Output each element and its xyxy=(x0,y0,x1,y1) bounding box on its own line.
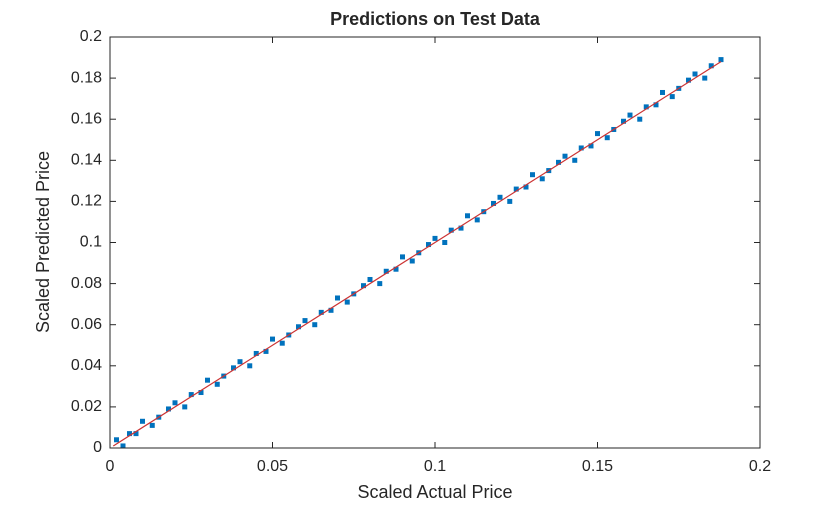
x-tick-label: 0.1 xyxy=(424,458,446,475)
scatter-point xyxy=(686,77,691,83)
scatter-point xyxy=(530,172,535,178)
scatter-point xyxy=(231,365,236,371)
scatter-point xyxy=(562,153,568,159)
scatter-point xyxy=(140,418,145,424)
scatter-point xyxy=(491,200,496,206)
scatter-point xyxy=(692,71,698,77)
y-tick-label: 0.18 xyxy=(71,69,102,86)
scatter-point xyxy=(318,309,324,315)
scatter-point xyxy=(442,240,448,245)
scatter-point xyxy=(621,118,626,124)
scatter-point xyxy=(361,283,366,289)
y-tick-label: 0.2 xyxy=(80,28,102,45)
y-tick-label: 0.02 xyxy=(71,398,102,415)
y-tick-label: 0 xyxy=(93,439,102,456)
scatter-point xyxy=(474,217,480,223)
x-tick-label: 0.05 xyxy=(257,458,288,475)
x-tick-label: 0 xyxy=(106,458,115,475)
scatter-point xyxy=(595,131,600,137)
scatter-point xyxy=(637,116,643,122)
scatter-point xyxy=(198,390,204,396)
y-axis-label: Scaled Predicted Price xyxy=(33,151,53,333)
scatter-point xyxy=(127,431,132,437)
scatter-point xyxy=(296,324,301,330)
y-tick-label: 0.04 xyxy=(71,357,102,374)
scatter-point xyxy=(432,235,438,241)
scatter-point xyxy=(279,340,285,346)
scatter-point xyxy=(708,63,714,69)
y-tick-label: 0.08 xyxy=(71,275,102,292)
axes-box xyxy=(109,36,761,449)
scatter-point xyxy=(426,242,431,248)
scatter-point xyxy=(263,348,269,354)
scatter-point xyxy=(578,145,584,151)
y-tick-label: 0.1 xyxy=(80,234,102,251)
scatter-point xyxy=(120,443,126,449)
scatter-point xyxy=(383,268,389,274)
scatter-point xyxy=(718,57,724,63)
scatter-point xyxy=(507,198,513,204)
scatter-point xyxy=(458,225,464,231)
x-axis-label: Scaled Actual Price xyxy=(357,482,512,502)
scatter-point xyxy=(172,400,178,406)
scatter-point xyxy=(539,176,545,182)
fit-line xyxy=(112,61,722,447)
scatter-point xyxy=(149,422,155,428)
scatter-point xyxy=(335,295,340,301)
scatter-point xyxy=(188,392,194,398)
y-tick-label: 0.16 xyxy=(71,110,102,127)
scatter-point xyxy=(166,406,171,412)
scatter-point xyxy=(702,75,708,81)
scatter-point xyxy=(214,381,220,387)
x-tick-label: 0.15 xyxy=(582,458,613,475)
scatter-point xyxy=(270,336,275,342)
scatter-point xyxy=(253,350,259,356)
scatter-point xyxy=(400,254,405,260)
scatter-point xyxy=(556,159,561,165)
scatter-point xyxy=(409,258,415,264)
scatter-point xyxy=(588,143,594,149)
scatter-point xyxy=(465,213,470,219)
scatter-point xyxy=(643,104,649,110)
scatter-point xyxy=(660,89,665,95)
x-tick-label: 0.2 xyxy=(749,458,771,475)
scatter-point xyxy=(377,281,383,287)
scatter-point xyxy=(328,307,334,313)
y-tick-label: 0.12 xyxy=(71,193,102,210)
scatter-point xyxy=(205,377,210,383)
scatter-point xyxy=(572,157,578,163)
scatter-point xyxy=(114,437,119,443)
scatter-point xyxy=(523,184,529,190)
y-tick-label: 0.06 xyxy=(71,316,102,333)
y-tick-label: 0.14 xyxy=(71,152,102,169)
scatter-point xyxy=(627,112,633,118)
chart-title: Predictions on Test Data xyxy=(330,9,541,29)
scatter-point xyxy=(513,186,519,192)
scatter-point xyxy=(669,94,675,100)
scatter-point xyxy=(448,227,454,233)
scatter-point xyxy=(497,194,503,200)
scatter-point xyxy=(247,363,253,369)
scatter-point xyxy=(344,299,350,305)
scatter-point xyxy=(133,431,139,437)
scatter-point xyxy=(302,318,308,324)
scatter-point xyxy=(393,266,399,272)
scatter-point xyxy=(367,276,373,282)
scatter-point xyxy=(604,135,610,141)
scatter-point xyxy=(237,359,243,365)
scatter-point xyxy=(182,404,188,410)
scatter-point xyxy=(653,102,659,108)
scatter-point xyxy=(312,322,318,328)
